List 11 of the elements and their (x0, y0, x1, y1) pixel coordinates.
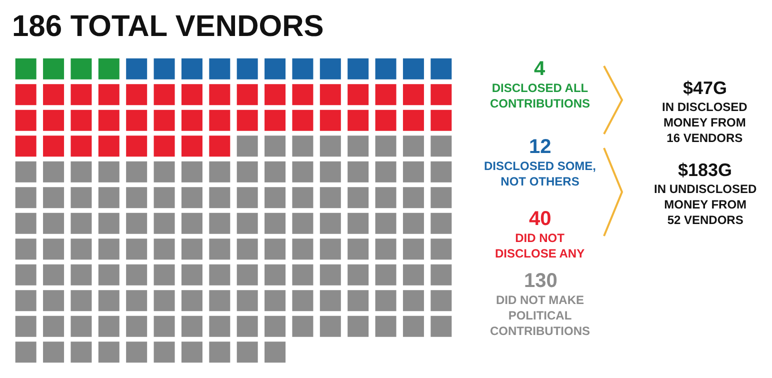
text: $183G IN UNDISCLOSED MONEY FROM 52 VENDORS (654, 160, 758, 228)
category-label: DID NOT MAKE POLITICAL CONTRIBUTIONS (490, 293, 590, 338)
category-label: DISCLOSED ALL CONTRIBUTIONS (490, 81, 590, 111)
category-label: DISCLOSED SOME, NOT OTHERS (484, 159, 596, 189)
data-label: 130 (524, 270, 558, 292)
text: $47G IN DISCLOSED MONEY FROM 16 VENDORS (662, 78, 748, 146)
data-label: 4 (534, 58, 546, 80)
data-label: 12 (529, 136, 552, 158)
data-label: 40 (529, 208, 552, 230)
category-label: DID NOT DISCLOSE ANY (495, 231, 585, 261)
text: 186 TOTAL VENDORS (12, 10, 324, 43)
